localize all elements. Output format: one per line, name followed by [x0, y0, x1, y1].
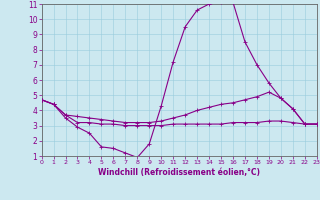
X-axis label: Windchill (Refroidissement éolien,°C): Windchill (Refroidissement éolien,°C): [98, 168, 260, 177]
